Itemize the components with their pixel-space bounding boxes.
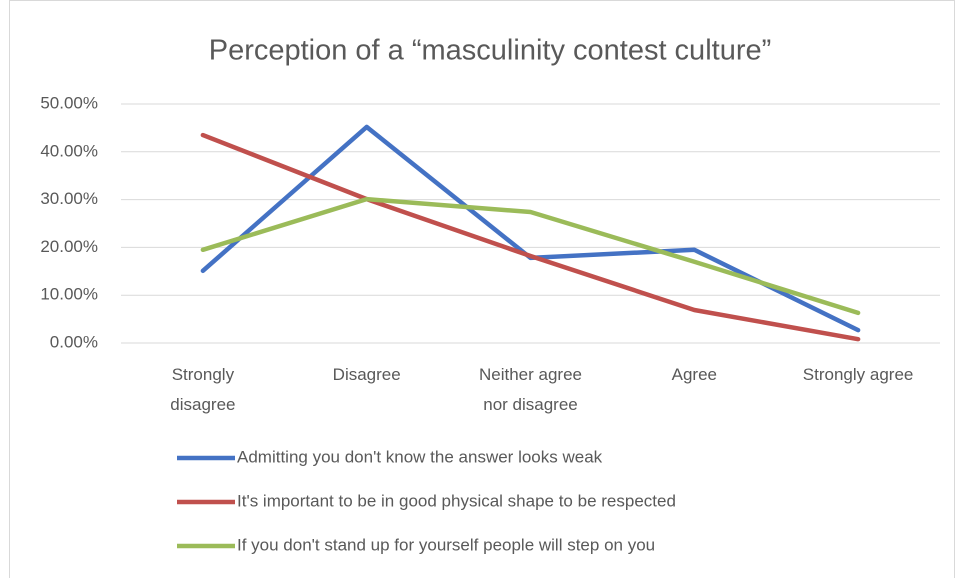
y-tick-label: 30.00% [40,189,98,208]
x-tick-label: Neither agree nor disagree [479,365,582,414]
series-line [200,132,861,342]
y-tick-label: 0.00% [50,332,98,351]
x-tick-label: Strongly agree [803,365,914,384]
x-tick-label: Agree [672,365,717,384]
legend-label: Admitting you don't know the answer look… [237,447,603,466]
y-tick-label: 20.00% [40,237,98,256]
series-line [200,196,861,316]
chart-border [9,0,955,578]
x-tick-label: Disagree [333,365,401,384]
legend-label: If you don't stand up for yourself peopl… [237,535,655,554]
legend-label: It's important to be in good physical sh… [237,491,676,510]
y-tick-label: 40.00% [40,141,98,160]
chart-title: Perception of a “masculinity contest cul… [209,35,772,67]
x-tick-label: Strongly disagree [170,365,235,414]
y-tick-label: 10.00% [40,285,98,304]
y-tick-label: 50.00% [40,93,98,112]
